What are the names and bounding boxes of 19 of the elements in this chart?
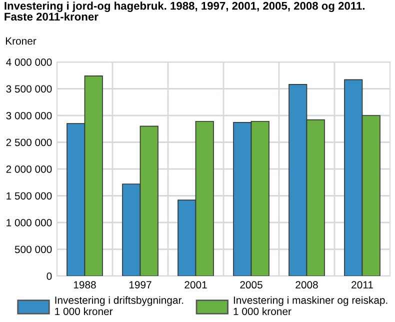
y-tick-label: 0 xyxy=(46,272,52,280)
y-tick-label: 500 000 xyxy=(14,246,52,254)
x-tick-label: 1997 xyxy=(129,281,152,289)
x-tick-label: 1988 xyxy=(74,281,96,289)
chart-title: Investering i jord-og hagebruk. 1988, 1997, 2001, 2005, 2008 og 2011. Faste 2011-kroner xyxy=(4,2,364,21)
x-tick-label: 2011 xyxy=(352,281,373,289)
text: Kroner xyxy=(6,37,36,45)
y-tick-label: 1 500 000 xyxy=(6,192,52,200)
x-tick-label: 2001 xyxy=(184,281,207,289)
y-tick-label: 2 000 000 xyxy=(6,166,52,173)
y-tick-label: 4 000 000 xyxy=(6,58,52,66)
legend-label: Investering i maskiner og reiskap. 1 000 kroner xyxy=(234,296,388,316)
legend-label: Investering i driftsbygningar. 1 000 kroner xyxy=(55,296,184,316)
y-tick-label: 1 000 000 xyxy=(6,219,52,226)
y-tick-label: 2 500 000 xyxy=(6,138,52,146)
x-tick-label: 2008 xyxy=(296,281,318,289)
x-tick-label: 2005 xyxy=(240,281,262,289)
y-tick-label: 3 000 000 xyxy=(6,112,52,120)
y-tick-label: 3 500 000 xyxy=(6,85,52,93)
